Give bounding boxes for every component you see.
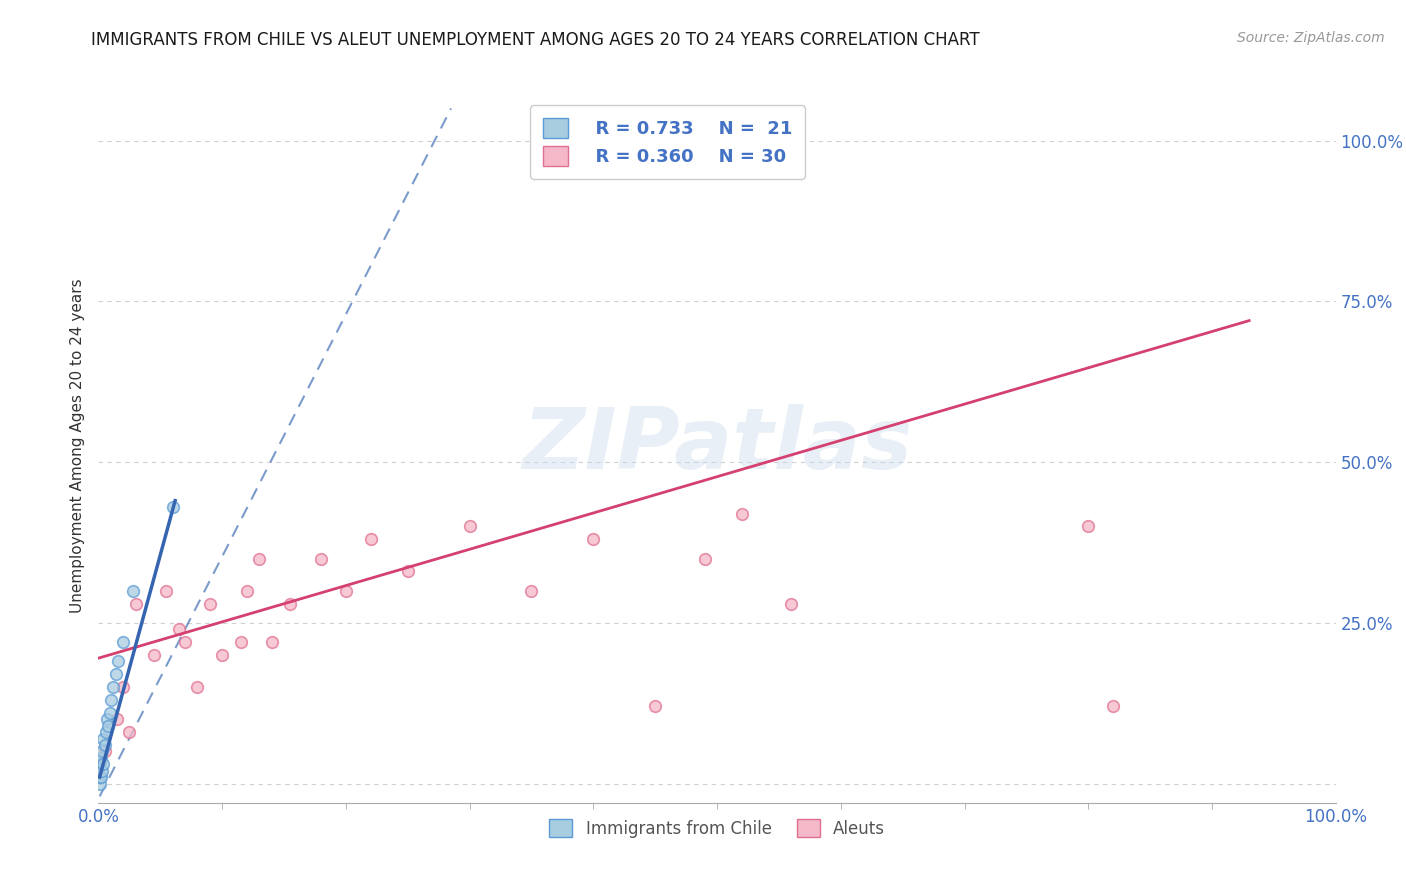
- Point: [118, 725, 141, 739]
- Point: [93, 757, 115, 772]
- Point: [1102, 699, 1125, 714]
- Point: [94, 725, 117, 739]
- Point: [335, 583, 357, 598]
- Point: [103, 680, 125, 694]
- Point: [104, 667, 127, 681]
- Point: [458, 519, 481, 533]
- Point: [174, 635, 197, 649]
- Point: [155, 583, 177, 598]
- Point: [644, 699, 666, 714]
- Point: [112, 680, 135, 694]
- Text: IMMIGRANTS FROM CHILE VS ALEUT UNEMPLOYMENT AMONG AGES 20 TO 24 YEARS CORRELATIO: IMMIGRANTS FROM CHILE VS ALEUT UNEMPLOYM…: [91, 31, 980, 49]
- Point: [112, 635, 135, 649]
- Point: [122, 583, 145, 598]
- Point: [93, 738, 115, 752]
- Point: [124, 597, 146, 611]
- Point: [693, 551, 716, 566]
- Point: [90, 770, 112, 784]
- Point: [520, 583, 543, 598]
- Point: [143, 648, 166, 662]
- Point: [89, 770, 111, 784]
- Point: [93, 731, 115, 746]
- Point: [360, 533, 382, 547]
- Point: [278, 597, 301, 611]
- Point: [91, 764, 114, 778]
- Point: [396, 565, 419, 579]
- Point: [260, 635, 283, 649]
- Point: [229, 635, 252, 649]
- Point: [93, 744, 115, 758]
- Point: [97, 719, 120, 733]
- Text: ZIPatlas: ZIPatlas: [522, 404, 912, 488]
- Point: [90, 751, 112, 765]
- Point: [247, 551, 270, 566]
- Point: [96, 712, 118, 726]
- Point: [211, 648, 233, 662]
- Point: [105, 712, 128, 726]
- Text: Source: ZipAtlas.com: Source: ZipAtlas.com: [1237, 31, 1385, 45]
- Point: [236, 583, 259, 598]
- Point: [309, 551, 332, 566]
- Legend: Immigrants from Chile, Aleuts: Immigrants from Chile, Aleuts: [543, 813, 891, 845]
- Point: [162, 500, 184, 514]
- Point: [100, 693, 122, 707]
- Point: [167, 622, 190, 636]
- Point: [731, 507, 754, 521]
- Y-axis label: Unemployment Among Ages 20 to 24 years: Unemployment Among Ages 20 to 24 years: [69, 278, 84, 614]
- Point: [91, 744, 114, 758]
- Point: [107, 654, 129, 668]
- Point: [198, 597, 221, 611]
- Point: [582, 533, 605, 547]
- Point: [89, 776, 111, 790]
- Point: [1077, 519, 1099, 533]
- Point: [98, 706, 121, 720]
- Point: [186, 680, 208, 694]
- Point: [780, 597, 803, 611]
- Point: [89, 757, 111, 772]
